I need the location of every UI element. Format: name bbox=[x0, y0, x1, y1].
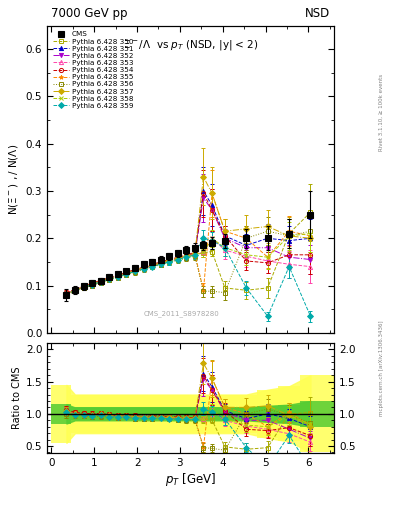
X-axis label: $p_T$ [GeV]: $p_T$ [GeV] bbox=[165, 471, 216, 488]
Y-axis label: Ratio to CMS: Ratio to CMS bbox=[11, 367, 22, 430]
Text: mcplots.cern.ch [arXiv:1306.3436]: mcplots.cern.ch [arXiv:1306.3436] bbox=[379, 321, 384, 416]
Legend: CMS, Pythia 6.428 350, Pythia 6.428 351, Pythia 6.428 352, Pythia 6.428 353, Pyt: CMS, Pythia 6.428 350, Pythia 6.428 351,… bbox=[51, 29, 135, 111]
Text: 7000 GeV pp: 7000 GeV pp bbox=[51, 8, 128, 20]
Text: Rivet 3.1.10, ≥ 100k events: Rivet 3.1.10, ≥ 100k events bbox=[379, 74, 384, 151]
Text: NSD: NSD bbox=[305, 8, 330, 20]
Text: CMS_2011_S8978280: CMS_2011_S8978280 bbox=[144, 311, 220, 317]
Y-axis label: N($\Xi^-$) $,/$ N($\Lambda$): N($\Xi^-$) $,/$ N($\Lambda$) bbox=[7, 144, 20, 215]
Text: $\Xi^-/\Lambda$  vs $p_T$ (NSD, |y| < 2): $\Xi^-/\Lambda$ vs $p_T$ (NSD, |y| < 2) bbox=[123, 38, 259, 52]
